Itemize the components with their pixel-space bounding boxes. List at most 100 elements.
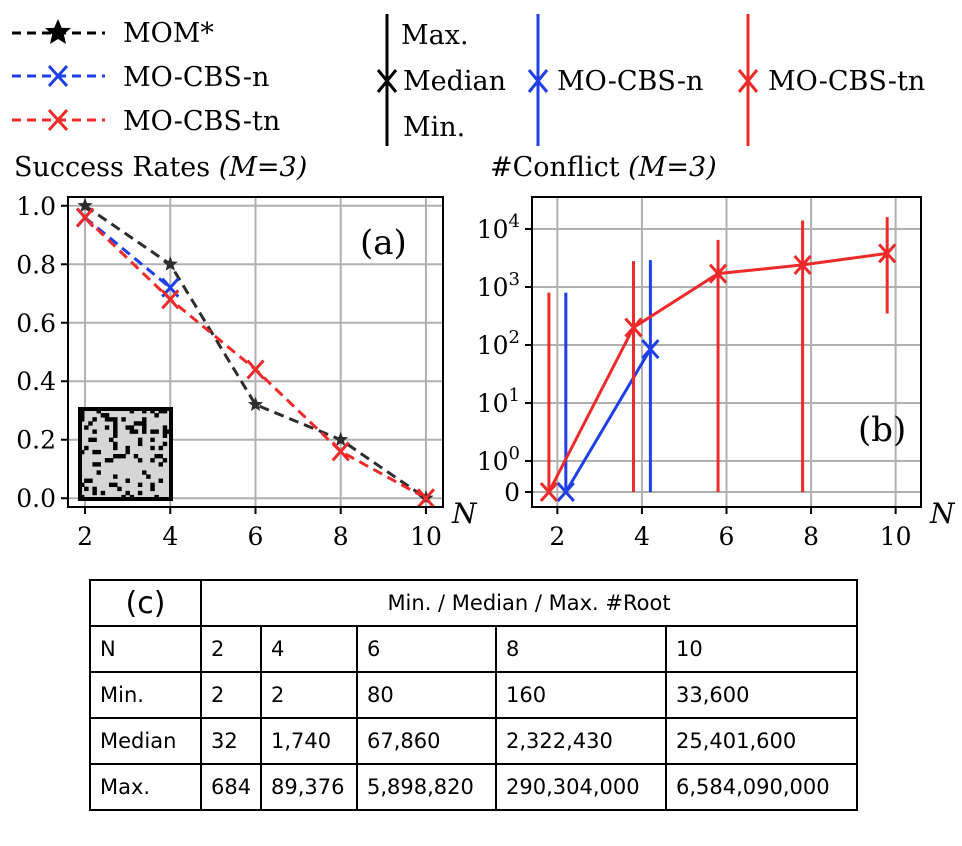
map-obstacle [162, 425, 168, 430]
root-stats-table: (c) Min. / Median / Max. #Root N 2 4 6 8… [89, 579, 858, 811]
map-obstacle [142, 409, 147, 414]
map-obstacle [154, 429, 159, 434]
tick-label-y: 0.4 [16, 367, 56, 396]
data-point [624, 317, 643, 338]
random-map-icon [78, 407, 173, 501]
table-cell: 2 [200, 671, 262, 719]
map-obstacle [162, 458, 168, 463]
map-obstacle [150, 482, 155, 488]
chart-b-title: #Conflict (M=3) [490, 152, 717, 183]
chart-b-series [539, 217, 897, 502]
x-stroke [246, 359, 265, 380]
map-obstacle [113, 433, 118, 438]
chart-a-ticks: 2 4 6 8 10 0.0 0.2 0.4 0.6 0.8 1.0 [16, 192, 442, 551]
map-obstacle [92, 429, 97, 434]
legend-label-mo-cbs-n: MO-CBS-n [123, 62, 269, 93]
map-obstacle [88, 437, 93, 443]
map-obstacle [96, 470, 101, 475]
table-caption: (c) [89, 579, 202, 627]
tick-label-x: 8 [803, 522, 819, 551]
tick-label-x: 4 [634, 522, 650, 551]
x-stroke [708, 263, 728, 284]
x-stroke [75, 207, 95, 228]
table-header: Min. / Median / Max. #Root [200, 579, 858, 627]
map-obstacle [137, 421, 143, 426]
chart-b-frame [531, 196, 922, 508]
map-obstacle [104, 425, 110, 430]
map-obstacle [137, 490, 143, 496]
map-obstacle [84, 486, 89, 492]
tick-label-y: 0.0 [16, 484, 56, 513]
tick-label-y: 0.6 [16, 309, 56, 338]
map-obstacle [100, 490, 106, 496]
table-header-row: (c) Min. / Median / Max. #Root [89, 579, 858, 627]
table-row-label: Median [89, 717, 202, 765]
map-obstacle [142, 417, 147, 422]
map-obstacle [117, 486, 122, 492]
map-obstacle [88, 478, 93, 483]
tick-label-y: 100 [477, 443, 520, 476]
x-marker-icon [737, 69, 759, 93]
star-icon [45, 19, 71, 44]
legend-errorbar-label-mo-cbs-n: MO-CBS-n [557, 66, 703, 97]
map-obstacle [142, 429, 147, 434]
legend-min-label: Min. [403, 112, 465, 143]
x-marker-icon [47, 64, 69, 88]
table-cell: 80 [356, 671, 497, 719]
legend-median-label: Median [403, 66, 506, 97]
table-cell: 6 [356, 625, 497, 673]
table-row-label: Min. [89, 671, 202, 719]
data-point [77, 197, 93, 213]
table-cell: 2 [200, 625, 262, 673]
map-obstacle [80, 417, 85, 422]
map-obstacle [125, 449, 130, 455]
table-cell: 290,304,000 [495, 763, 667, 811]
table-cell: 160 [495, 671, 667, 719]
map-obstacle [129, 425, 135, 430]
map-obstacle [158, 478, 164, 483]
map-obstacle [121, 454, 126, 459]
table-cell: 67,860 [356, 717, 497, 765]
chart-a-series [75, 197, 436, 509]
map-obstacle [146, 474, 151, 479]
table-cell: 33,600 [665, 671, 858, 719]
map-obstacle [137, 458, 143, 463]
map-obstacle [142, 425, 147, 430]
tick-label-x: 10 [880, 522, 912, 551]
legend-lines: MOM* MO-CBS-n MO-CBS-tn [12, 18, 280, 137]
data-point [162, 256, 178, 271]
tick-label-x: 4 [162, 522, 178, 551]
map-obstacle [96, 462, 101, 467]
map-obstacle [113, 474, 118, 479]
data-point [331, 441, 350, 462]
data-point [539, 482, 559, 502]
map-obstacle [84, 445, 89, 451]
table-row: Median 32 1,740 67,860 2,322,430 25,401,… [89, 717, 858, 765]
x-stroke [641, 339, 660, 360]
map-obstacle [125, 478, 130, 483]
map-obstacle [121, 417, 126, 422]
data-point [246, 359, 265, 380]
map-obstacle [84, 425, 89, 430]
map-obstacle [92, 462, 97, 467]
table-cell: 2,322,430 [495, 717, 667, 765]
tick-label-x: 6 [719, 522, 735, 551]
chart-a-panel-label: (a) [360, 223, 407, 263]
chart-b-grid [532, 197, 921, 507]
map-obstacle [154, 454, 159, 459]
map-obstacle [137, 437, 143, 443]
map-obstacle [88, 421, 93, 426]
table-cell: 5,898,820 [356, 763, 497, 811]
map-obstacle [158, 409, 164, 414]
map-obstacle [162, 409, 168, 414]
map-obstacle [137, 482, 143, 488]
map-obstacle [125, 445, 130, 451]
legend-errorbar-label-mo-cbs-tn: MO-CBS-tn [768, 66, 925, 97]
series-line-mom- [84, 204, 427, 500]
chart-b-panel-label: (b) [858, 410, 906, 450]
legend-item-mom: MOM* [12, 18, 214, 49]
map-obstacle [133, 421, 139, 426]
map-obstacle [96, 409, 101, 414]
chart-a-title: Success Rates (M=3) [14, 152, 307, 183]
